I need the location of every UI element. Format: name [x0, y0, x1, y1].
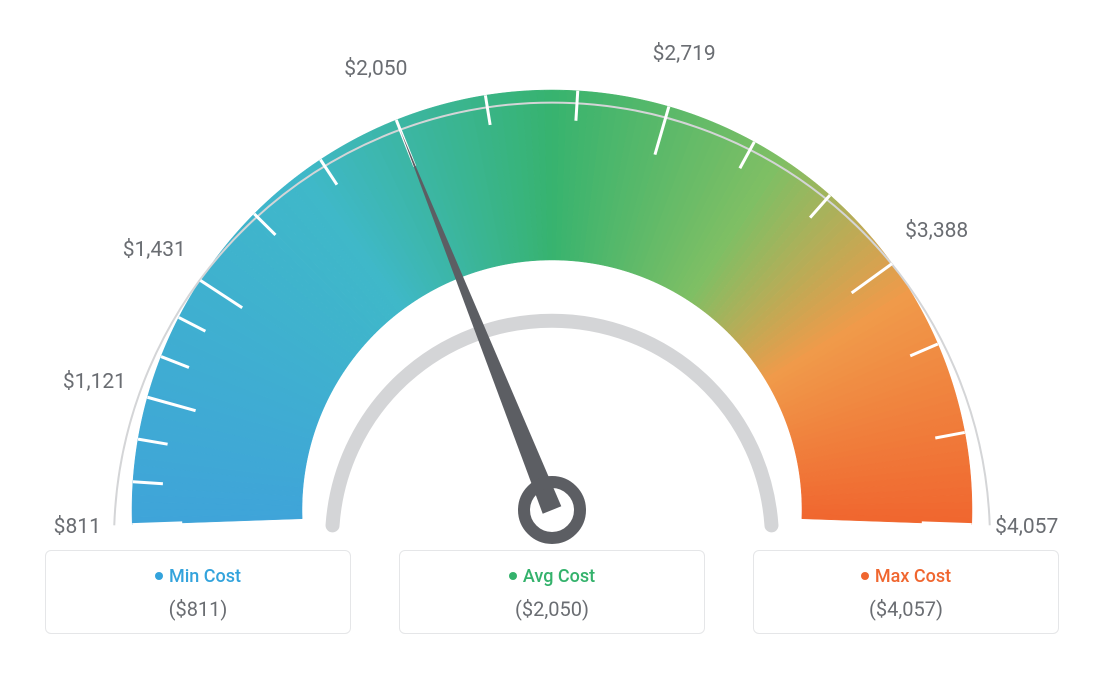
legend-max-value: ($4,057) — [754, 597, 1058, 621]
gauge-tick-label: $2,050 — [344, 57, 407, 81]
legend-max: Max Cost ($4,057) — [753, 550, 1059, 634]
dot-avg-icon — [509, 572, 517, 580]
dot-min-icon — [155, 572, 163, 580]
dot-max-icon — [861, 572, 869, 580]
gauge-tick-label: $2,719 — [653, 42, 716, 66]
gauge-svg — [0, 0, 1104, 550]
legend-avg-title: Avg Cost — [523, 566, 595, 587]
legend-avg: Avg Cost ($2,050) — [399, 550, 705, 634]
gauge-chart: $811 $1,121 $1,431 $2,050 $2,719 $3,388 $4,057 — [0, 0, 1104, 550]
legend-min: Min Cost ($811) — [45, 550, 351, 634]
legend-min-value: ($811) — [46, 597, 350, 621]
gauge-tick-label: $4,057 — [995, 515, 1058, 539]
legend-row: Min Cost ($811) Avg Cost ($2,050) Max Co… — [0, 550, 1104, 654]
gauge-tick-label: $1,431 — [123, 238, 186, 262]
legend-max-title: Max Cost — [875, 566, 951, 587]
legend-min-title: Min Cost — [169, 566, 241, 587]
gauge-tick-label: $1,121 — [63, 370, 126, 394]
gauge-tick-label: $811 — [54, 515, 101, 539]
gauge-tick-label: $3,388 — [905, 219, 968, 243]
gauge-band — [132, 90, 972, 525]
legend-avg-value: ($2,050) — [400, 597, 704, 621]
